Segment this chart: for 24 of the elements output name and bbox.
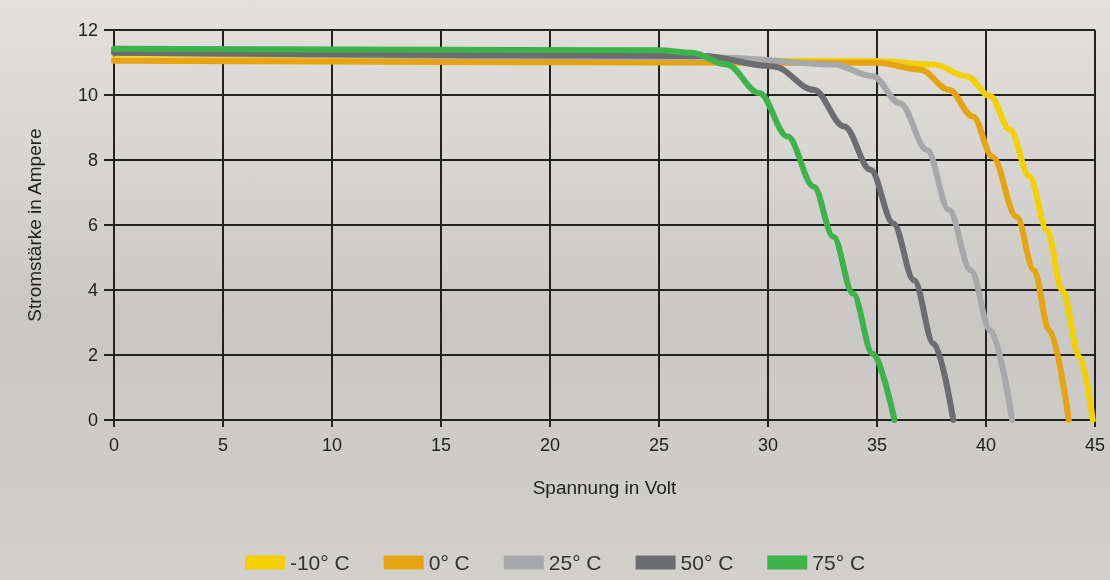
x-tick-label: 35 bbox=[866, 435, 888, 455]
x-tick-label: 30 bbox=[757, 435, 779, 455]
x-tick-label: 20 bbox=[539, 435, 561, 455]
x-tick-label: 5 bbox=[217, 435, 229, 455]
y-tick-label: 12 bbox=[77, 20, 98, 40]
y-axis-title: Stromstärke in Ampere bbox=[24, 128, 45, 322]
legend-label: -10° C bbox=[289, 551, 350, 574]
x-tick-label: 0 bbox=[108, 435, 120, 455]
x-tick-label: 10 bbox=[321, 435, 343, 455]
y-tick-label: 10 bbox=[77, 85, 98, 105]
y-tick-label: 4 bbox=[87, 280, 98, 300]
x-tick-label: 15 bbox=[430, 435, 452, 455]
x-tick-label: 25 bbox=[648, 435, 670, 455]
x-tick-label: 45 bbox=[1084, 435, 1106, 455]
legend-label: 50° C bbox=[680, 551, 734, 574]
legend-label: 75° C bbox=[812, 551, 866, 574]
legend-label: 25° C bbox=[548, 551, 602, 574]
y-tick-label: 6 bbox=[87, 215, 98, 235]
y-tick-label: 0 bbox=[87, 410, 98, 430]
x-tick-label: 40 bbox=[975, 435, 997, 455]
legend-label: 0° C bbox=[428, 551, 470, 574]
y-tick-label: 2 bbox=[87, 345, 98, 365]
y-tick-label: 8 bbox=[87, 150, 98, 170]
x-axis-title: Spannung in Volt bbox=[532, 477, 678, 498]
